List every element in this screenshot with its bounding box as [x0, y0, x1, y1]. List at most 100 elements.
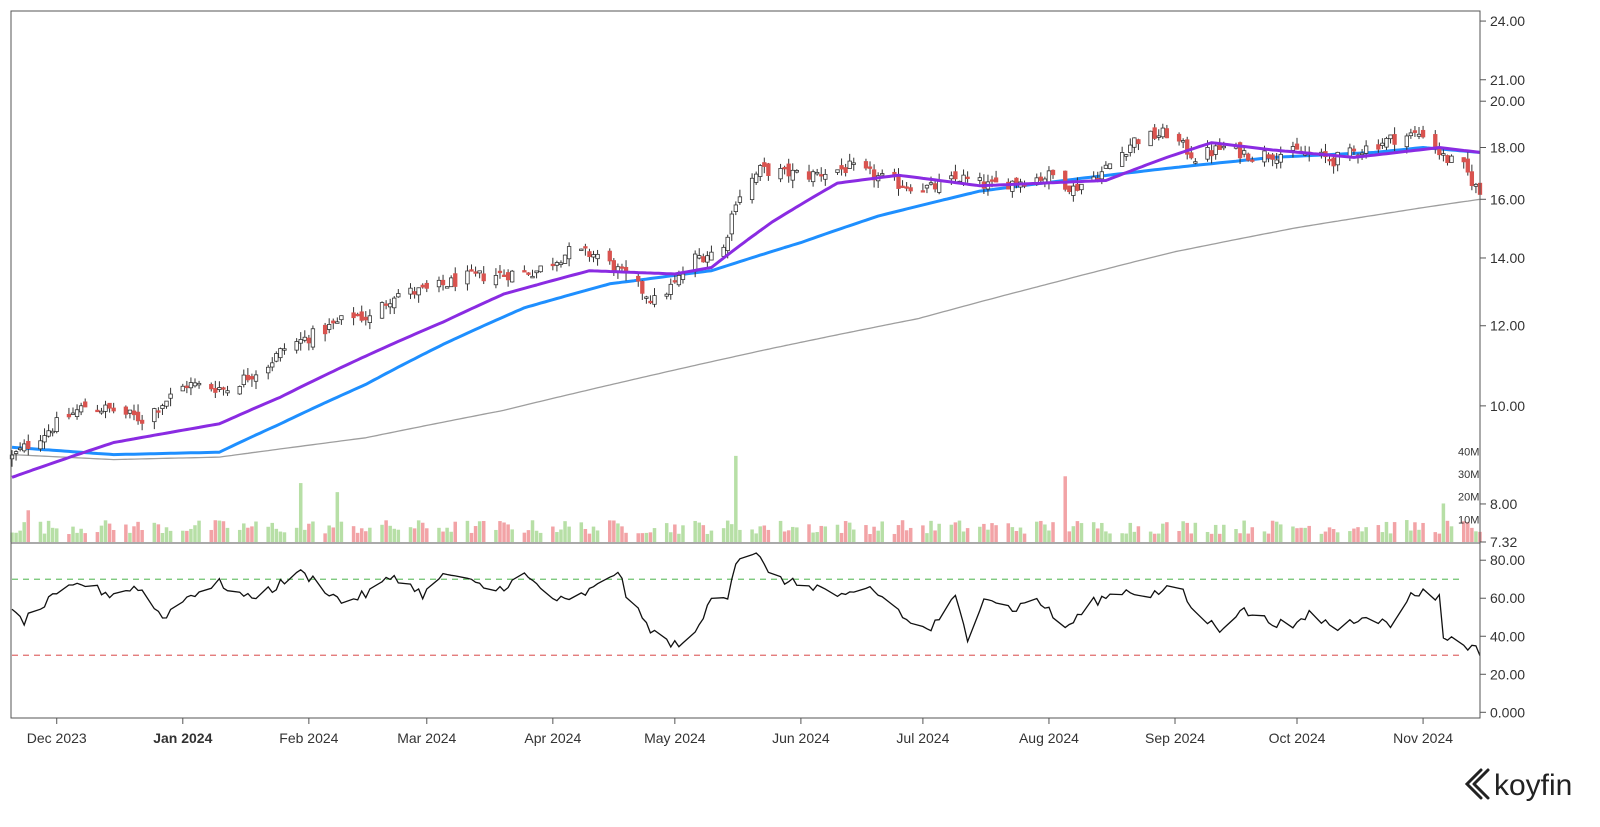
- candle-body: [1408, 132, 1414, 137]
- volume-bar: [1405, 520, 1409, 542]
- volume-bar: [1250, 527, 1255, 542]
- rsi-panel-frame: [10, 542, 1481, 719]
- candle: [1380, 138, 1385, 150]
- volume-bar: [1067, 531, 1072, 542]
- volume-bar: [807, 524, 811, 542]
- candle-body: [672, 280, 677, 283]
- volume-bar: [278, 531, 283, 542]
- candle: [396, 289, 401, 298]
- volume-bar: [782, 531, 787, 542]
- volume-bar: [1128, 522, 1133, 542]
- candle-body: [237, 386, 242, 395]
- candle-body: [131, 410, 137, 416]
- candle-body: [924, 184, 930, 189]
- candle-body: [164, 400, 169, 407]
- candle: [245, 368, 251, 383]
- candle-body: [566, 246, 572, 260]
- candle: [1176, 132, 1182, 146]
- volume-bar: [738, 529, 742, 542]
- candle-body: [1274, 159, 1279, 164]
- volume-bar: [819, 525, 823, 542]
- volume-bar: [1100, 522, 1104, 542]
- volume-bar: [563, 521, 567, 542]
- volume-bar: [1262, 531, 1267, 542]
- candle: [758, 164, 763, 182]
- candle-body: [351, 312, 356, 319]
- candle-body: [595, 253, 600, 260]
- volume-bar: [1433, 532, 1438, 542]
- candle-body: [1359, 152, 1365, 156]
- candle: [209, 382, 214, 392]
- volume-bar: [181, 530, 185, 542]
- candle-body: [298, 339, 303, 344]
- candle: [217, 381, 222, 393]
- volume-bar: [636, 533, 640, 542]
- volume-bar: [555, 532, 559, 542]
- candle-body: [1075, 184, 1080, 191]
- volume-bar: [99, 525, 104, 542]
- volume-bar: [156, 524, 161, 542]
- candle-body: [1465, 158, 1470, 173]
- candle-body: [1327, 159, 1332, 162]
- volume-bar: [303, 529, 307, 542]
- candle-body: [188, 382, 194, 389]
- volume-bar: [1165, 522, 1169, 542]
- candle-body: [217, 387, 222, 390]
- candle-body: [1099, 171, 1104, 180]
- volume-bar: [559, 529, 563, 542]
- volume-bar: [1014, 530, 1019, 542]
- candle: [1465, 151, 1470, 176]
- candle-body: [587, 251, 592, 257]
- candle-body: [896, 174, 901, 189]
- volume-bar: [1319, 533, 1324, 542]
- candle: [1376, 139, 1381, 153]
- candle: [213, 380, 218, 399]
- candle: [477, 270, 482, 279]
- candle-body: [1441, 153, 1446, 156]
- candle: [46, 424, 51, 438]
- price-tick-label: 20.00: [1490, 93, 1525, 109]
- candle-body: [1148, 130, 1153, 147]
- x-tick-label: Jul 2024: [896, 730, 949, 746]
- candle-body: [1176, 133, 1182, 142]
- volume-bar: [1022, 533, 1027, 542]
- x-tick-label: Dec 2023: [27, 730, 87, 746]
- candle-body: [579, 248, 584, 251]
- candle: [806, 164, 812, 183]
- candle-body: [839, 165, 844, 170]
- volume-bar: [673, 524, 677, 542]
- candle-body: [786, 163, 791, 177]
- volume-bar: [270, 522, 275, 542]
- candle: [786, 158, 791, 183]
- volume-bar: [1421, 522, 1425, 542]
- candle-body: [249, 376, 255, 380]
- candle: [505, 269, 511, 287]
- candle-body: [302, 336, 307, 341]
- volume-bar: [551, 526, 555, 542]
- x-tick-label: Mar 2024: [397, 730, 456, 746]
- volume-bar: [189, 528, 193, 542]
- candle: [95, 404, 100, 413]
- candle: [908, 184, 913, 194]
- candle-body: [766, 163, 771, 176]
- candle-body: [50, 430, 55, 434]
- candle: [953, 164, 958, 182]
- price-tick-label: 24.00: [1490, 13, 1525, 29]
- candle: [1469, 164, 1475, 191]
- volume-bar: [481, 520, 486, 542]
- candle: [778, 163, 783, 183]
- volume-bar: [14, 532, 18, 542]
- candle: [1461, 157, 1466, 169]
- candle-body: [554, 262, 560, 266]
- candle: [54, 411, 59, 434]
- candle-body: [66, 413, 72, 418]
- candle: [152, 407, 157, 430]
- candle: [363, 311, 368, 326]
- volume-bar: [583, 528, 588, 542]
- candle-body: [282, 348, 287, 351]
- volume-bar: [1417, 529, 1421, 542]
- candle: [863, 158, 869, 171]
- volume-bar: [669, 532, 673, 542]
- candle: [554, 260, 560, 272]
- volume-bar: [209, 529, 214, 542]
